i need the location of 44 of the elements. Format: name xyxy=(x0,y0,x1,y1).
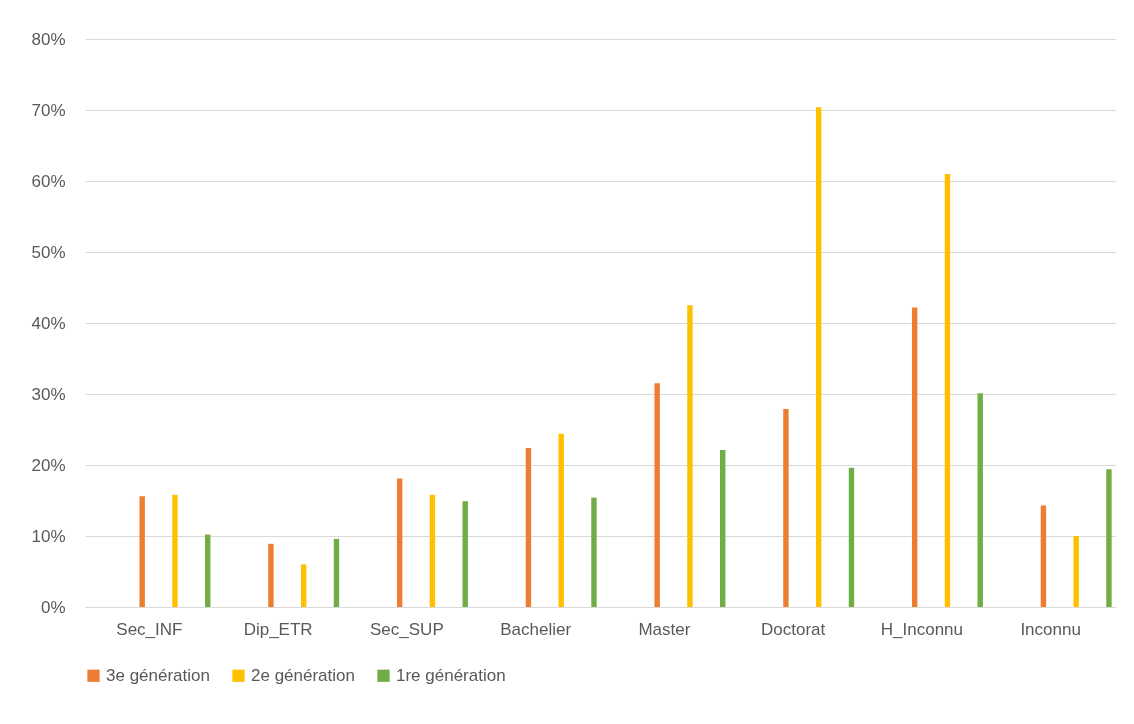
bar xyxy=(139,496,145,607)
x-tick-label: Sec_INF xyxy=(116,619,183,639)
y-tick-label: 0% xyxy=(40,597,66,617)
bar xyxy=(783,408,789,607)
bar xyxy=(654,383,660,607)
legend-label: 2e génération xyxy=(251,665,355,685)
bar xyxy=(525,447,532,607)
bar xyxy=(429,494,436,607)
y-tick-label: 20% xyxy=(31,455,66,475)
y-tick-label: 10% xyxy=(31,526,66,546)
x-tick-label: Inconnu xyxy=(1020,619,1081,639)
x-tick-label: Bachelier xyxy=(500,619,572,639)
bar xyxy=(462,501,468,607)
bar xyxy=(591,497,597,607)
bar xyxy=(977,393,983,607)
x-tick-label: H_Inconnu xyxy=(880,619,963,639)
x-tick-label: Dip_ETR xyxy=(243,619,313,639)
bar xyxy=(205,534,211,607)
legend-label: 1re génération xyxy=(396,665,506,685)
bar xyxy=(396,478,403,607)
bar xyxy=(815,107,822,607)
y-tick-label: 70% xyxy=(31,100,66,120)
bar xyxy=(268,543,274,607)
x-tick-label: Master xyxy=(638,619,691,639)
y-tick-label: 50% xyxy=(31,242,66,262)
bar xyxy=(687,305,693,607)
bar xyxy=(911,307,918,607)
y-tick-label: 30% xyxy=(31,384,66,404)
bar xyxy=(1106,469,1112,607)
x-tick-label: Doctorat xyxy=(761,619,826,639)
bar xyxy=(300,564,307,607)
x-tick-label: Sec_SUP xyxy=(370,619,444,639)
bar xyxy=(720,450,726,607)
bar xyxy=(944,173,951,607)
y-tick-label: 80% xyxy=(31,29,66,49)
y-tick-label: 40% xyxy=(31,313,66,333)
bar xyxy=(172,494,178,607)
y-tick-label: 60% xyxy=(31,171,66,191)
bar xyxy=(848,467,855,607)
bar xyxy=(333,538,340,607)
bar xyxy=(558,433,564,607)
bar xyxy=(1073,536,1079,607)
legend-label: 3e génération xyxy=(106,665,210,685)
bar xyxy=(1040,505,1047,607)
